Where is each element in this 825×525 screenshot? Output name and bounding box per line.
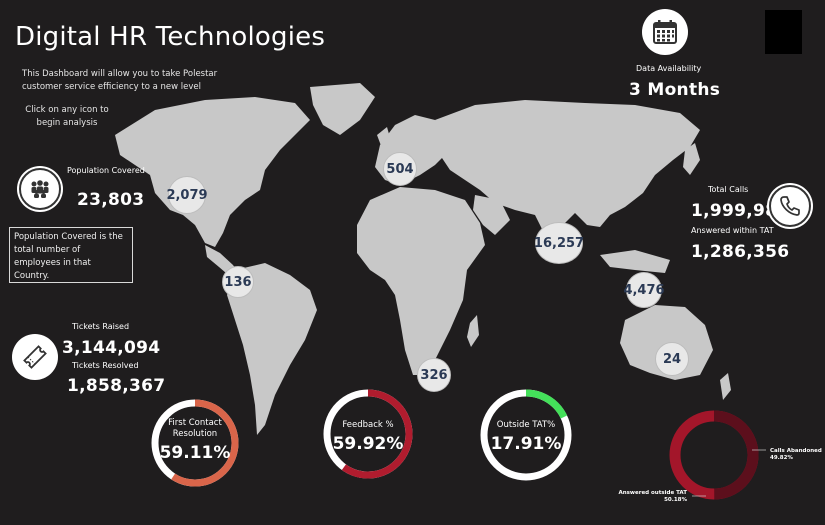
phone-icon[interactable] [767,183,813,229]
map-bubble-southeast-asia[interactable]: 4,476 [623,272,665,308]
donut-value-outside-tat: 17.91% [490,434,562,454]
population-label: Population Covered [67,166,145,175]
availability-value: 3 Months [629,80,721,100]
calls-abandoned-arc [669,410,759,500]
map-uk [377,127,391,151]
page-title: Digital HR Technologies [15,22,326,52]
answered-outside-tat-name: Answered outside TAT [618,490,687,496]
dashboard-subtitle: This Dashboard will allow you to take Po… [22,69,218,92]
calendar-icon[interactable] [642,9,688,55]
ticket-icon[interactable] [12,334,58,380]
calls-abandoned-name: Calls Abandoned [770,448,822,454]
donut-label-feedback: Feedback % [342,420,394,430]
answered-outside-tat-label: Answered outside TAT 50.18% [607,490,687,504]
availability-label: Data Availability [636,64,702,73]
people-group-icon[interactable] [17,166,63,212]
population-value: 23,803 [77,190,145,210]
map-bubble-india[interactable]: 16,257 [534,222,584,264]
map-arabia [473,195,510,235]
tickets-raised-value: 3,144,094 [62,338,161,358]
map-bubble-australia[interactable]: 24 [655,342,689,376]
donut-arc [323,389,413,479]
calls-abandoned-label: Calls Abandoned 49.82% [770,448,822,462]
map-africa [357,187,485,375]
calls-abandoned-pct: 49.82% [770,455,793,461]
tickets-raised-label: Tickets Raised [72,322,130,331]
donut-leader-lines [692,449,766,497]
map-indonesia [600,250,670,273]
map-new-zealand [720,373,731,400]
logo-placeholder [765,10,802,54]
map-south-america [227,263,317,435]
total-calls-label: Total Calls [708,185,749,194]
feedback-donut[interactable] [322,388,414,480]
donut-arc [480,389,572,481]
tickets-resolved-value: 1,858,367 [67,376,166,396]
population-description: Population Covered is the total number o… [9,227,133,283]
donut-label-outside-tat: Outside TAT% [496,420,556,430]
instruction-text: Click on any icon to begin analysis [25,105,109,128]
total-calls-value: 1,999,980 [691,201,790,221]
map-japan [683,143,700,175]
outside-tat-donut[interactable] [479,388,573,482]
answered-within-tat-label: Answered within TAT [691,226,774,235]
tickets-resolved-label: Tickets Resolved [72,361,139,370]
donut-arc [151,399,239,487]
donut-label-first-contact-resolution: First Contact Resolution [168,418,222,439]
answered-outside-tat-pct: 50.18% [664,497,687,503]
answered-within-tat-value: 1,286,356 [691,242,790,262]
map-bubble-north-america[interactable]: 2,079 [166,176,208,214]
world-map[interactable] [95,75,735,445]
map-bubble-europe[interactable]: 504 [383,152,417,186]
map-asia [435,100,700,250]
map-madagascar [467,315,479,347]
map-greenland [310,83,375,135]
donut-value-first-contact-resolution: 59.11% [159,443,231,463]
map-bubble-south-america[interactable]: 136 [222,266,254,298]
donut-value-feedback: 59.92% [332,434,404,454]
map-north-america [115,97,310,247]
map-bubble-south-africa[interactable]: 326 [417,358,451,392]
calls-abandoned-donut[interactable] [667,408,761,502]
first-contact-resolution-donut[interactable] [150,398,240,488]
